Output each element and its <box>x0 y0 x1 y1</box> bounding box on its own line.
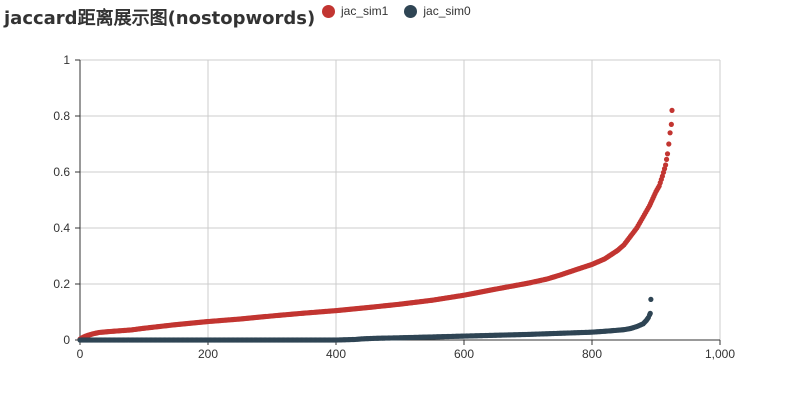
x-tick-label: 800 <box>582 347 602 361</box>
scatter-point <box>664 151 671 157</box>
legend-label-jac-sim0: jac_sim0 <box>423 4 471 18</box>
legend-label-jac-sim1: jac_sim1 <box>341 4 389 18</box>
scatter-point <box>663 156 670 162</box>
scatter-point <box>667 130 673 136</box>
scatter-point <box>669 107 675 113</box>
legend-marker-jac-sim0 <box>404 4 418 18</box>
y-tick-label: 0.2 <box>53 277 70 291</box>
x-tick-label: 1,000 <box>705 347 735 361</box>
legend-item-jac-sim0[interactable]: jac_sim0 <box>404 4 471 18</box>
y-tick-label: 0.4 <box>53 221 70 235</box>
y-tick-label: 0.6 <box>53 165 70 179</box>
chart-legend: jac_sim1 jac_sim0 <box>322 4 471 18</box>
scatter-point <box>668 121 674 127</box>
x-tick-label: 600 <box>454 347 474 361</box>
series-jac-sim0 <box>77 296 654 343</box>
y-tick-label: 0.8 <box>53 109 70 123</box>
scatter-point <box>666 141 672 147</box>
legend-item-jac-sim1[interactable]: jac_sim1 <box>322 4 388 18</box>
x-tick-label: 400 <box>326 347 346 361</box>
y-tick-label: 1 <box>63 53 70 67</box>
y-tick-label: 0 <box>63 333 70 347</box>
legend-marker-jac-sim1 <box>322 4 335 18</box>
chart-title: jaccard距离展示图(nostopwords) <box>4 8 316 29</box>
x-tick-label: 200 <box>198 347 218 361</box>
x-tick-label: 0 <box>77 347 84 361</box>
scatter-point <box>647 310 653 316</box>
scatter-point <box>648 296 654 302</box>
series-jac-sim1 <box>77 107 675 342</box>
scatter-point <box>663 162 669 168</box>
